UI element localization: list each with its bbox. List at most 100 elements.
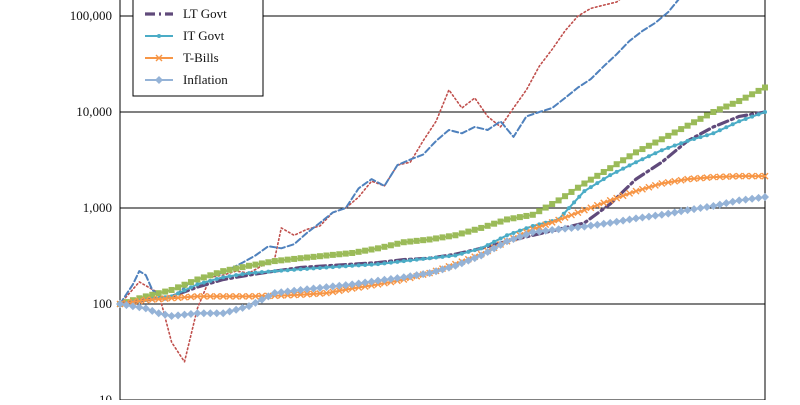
data-point-marker bbox=[394, 240, 401, 247]
data-point-marker bbox=[278, 257, 285, 264]
data-point-marker bbox=[181, 281, 188, 288]
data-point-marker bbox=[193, 309, 202, 318]
data-point-marker bbox=[504, 216, 510, 223]
data-point-marker bbox=[176, 291, 181, 296]
data-point-marker bbox=[304, 254, 311, 261]
data-point-marker bbox=[401, 259, 406, 264]
data-point-marker bbox=[626, 153, 633, 160]
data-point-marker bbox=[247, 271, 251, 276]
data-point-marker bbox=[355, 283, 363, 291]
data-point-marker bbox=[212, 309, 221, 318]
data-point-marker bbox=[703, 174, 711, 182]
data-point-marker bbox=[343, 264, 348, 269]
data-point-marker bbox=[763, 110, 767, 114]
data-point-marker bbox=[336, 251, 343, 258]
data-point-marker bbox=[395, 259, 400, 264]
data-point-marker bbox=[266, 269, 271, 274]
data-point-marker bbox=[735, 196, 744, 205]
data-point-marker bbox=[200, 274, 207, 281]
data-point-marker bbox=[220, 268, 227, 275]
data-point-marker bbox=[632, 214, 640, 223]
data-point-marker bbox=[457, 259, 466, 268]
data-point-marker bbox=[535, 227, 544, 236]
data-point-marker bbox=[329, 251, 336, 258]
data-point-marker bbox=[555, 197, 562, 204]
data-point-marker bbox=[722, 173, 730, 181]
data-point-marker bbox=[246, 262, 252, 269]
data-point-marker bbox=[478, 224, 485, 231]
data-point-marker bbox=[582, 189, 587, 194]
data-point-marker bbox=[593, 201, 601, 209]
data-point-marker bbox=[548, 218, 556, 226]
data-point-marker bbox=[284, 256, 291, 263]
data-point-marker bbox=[376, 262, 380, 267]
data-point-marker bbox=[600, 199, 608, 207]
data-point-marker bbox=[588, 185, 593, 190]
data-point-marker bbox=[161, 295, 169, 303]
data-point-marker bbox=[677, 176, 685, 184]
data-point-marker bbox=[329, 288, 337, 296]
data-point-marker bbox=[440, 254, 445, 259]
data-point-marker bbox=[175, 284, 182, 291]
data-point-marker bbox=[201, 280, 206, 285]
data-point-marker bbox=[471, 226, 478, 233]
data-point-marker bbox=[234, 273, 239, 278]
data-point-marker bbox=[619, 216, 628, 225]
data-point-marker bbox=[692, 136, 697, 141]
data-point-marker bbox=[587, 204, 595, 212]
data-point-marker bbox=[505, 233, 509, 238]
data-point-marker bbox=[748, 172, 756, 180]
data-point-marker bbox=[407, 238, 414, 245]
data-point-marker bbox=[155, 76, 163, 84]
data-point-marker bbox=[427, 256, 432, 261]
data-point-marker bbox=[509, 235, 518, 244]
data-point-marker bbox=[711, 131, 716, 136]
data-point-marker bbox=[257, 295, 266, 304]
legend-label: T-Bills bbox=[183, 50, 219, 65]
data-point-marker bbox=[195, 282, 200, 287]
data-point-marker bbox=[666, 145, 671, 150]
data-point-marker bbox=[122, 301, 131, 310]
data-point-marker bbox=[529, 211, 536, 218]
data-point-marker bbox=[342, 286, 350, 294]
data-point-marker bbox=[717, 128, 722, 133]
data-point-marker bbox=[303, 285, 312, 294]
data-point-marker bbox=[388, 260, 393, 265]
y-tick-label: 10,000 bbox=[76, 104, 112, 119]
data-point-marker bbox=[511, 230, 516, 235]
data-point-marker bbox=[186, 309, 195, 318]
data-point-marker bbox=[348, 285, 356, 293]
data-point-marker bbox=[380, 275, 389, 284]
data-point-marker bbox=[574, 209, 582, 217]
data-point-marker bbox=[157, 34, 161, 38]
data-point-marker bbox=[690, 175, 698, 183]
data-point-marker bbox=[309, 284, 318, 293]
data-point-marker bbox=[315, 283, 324, 292]
data-point-marker bbox=[199, 309, 208, 318]
data-point-marker bbox=[420, 237, 427, 244]
data-point-marker bbox=[438, 265, 447, 274]
data-point-marker bbox=[535, 223, 543, 231]
data-point-marker bbox=[761, 193, 769, 202]
data-point-marker bbox=[664, 209, 673, 218]
data-point-marker bbox=[349, 249, 356, 256]
data-point-marker bbox=[232, 305, 241, 314]
data-point-marker bbox=[356, 263, 361, 268]
data-point-marker bbox=[297, 255, 304, 262]
data-point-marker bbox=[362, 247, 369, 254]
data-point-marker bbox=[606, 196, 614, 204]
data-point-marker bbox=[483, 247, 492, 256]
data-point-marker bbox=[696, 204, 705, 213]
data-point-marker bbox=[472, 248, 477, 253]
data-point-marker bbox=[574, 184, 581, 191]
legend: LT Govt IT Govt T-Bills Inflation bbox=[132, 0, 264, 97]
data-point-marker bbox=[464, 256, 473, 265]
data-point-marker bbox=[761, 172, 769, 180]
data-point-marker bbox=[614, 169, 619, 174]
data-point-marker bbox=[664, 178, 672, 186]
data-point-marker bbox=[638, 213, 647, 222]
data-point-marker bbox=[479, 246, 484, 251]
data-point-marker bbox=[716, 106, 723, 113]
